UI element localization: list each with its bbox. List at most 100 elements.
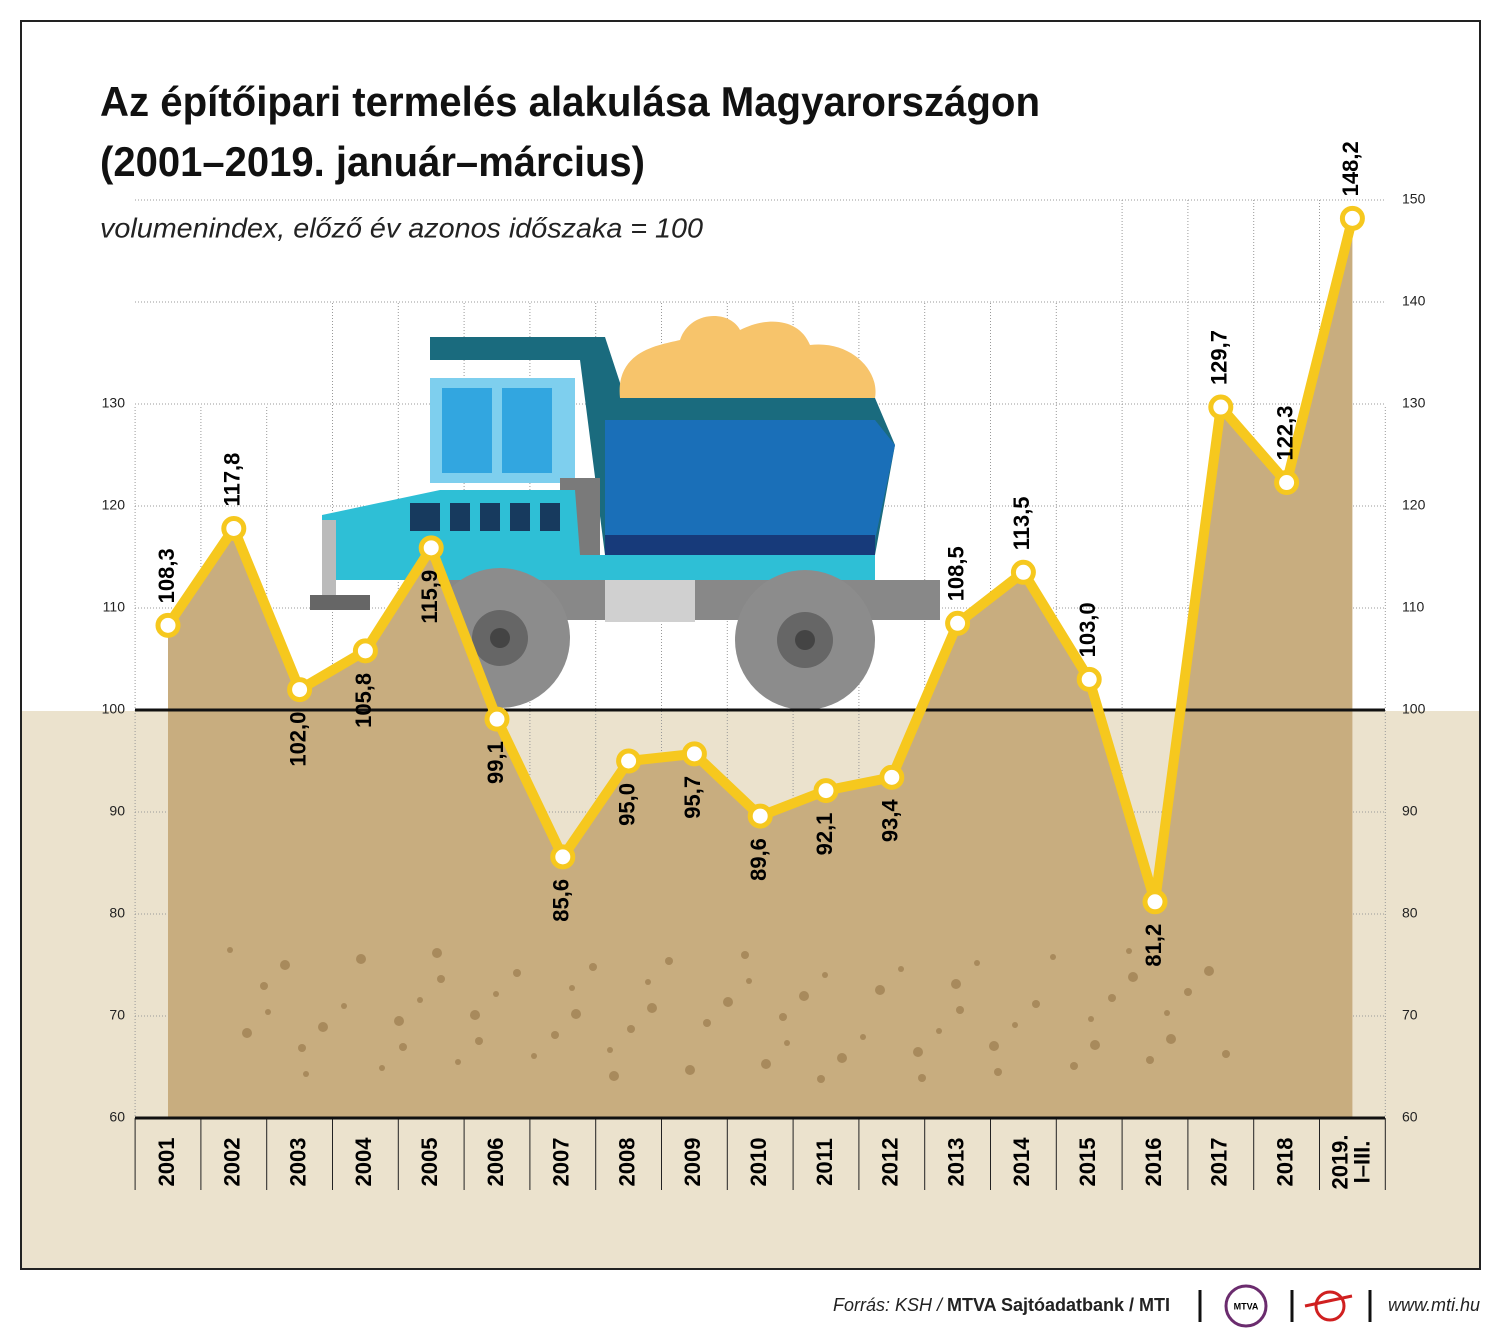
- x-tick-label: 2003: [285, 1138, 310, 1187]
- chart-title-line2: (2001–2019. január–március): [100, 138, 645, 185]
- x-tick-label: 2001: [154, 1138, 179, 1187]
- dirt-dot: [437, 975, 445, 983]
- point: [1208, 394, 1234, 420]
- y-tick-label: 110: [103, 599, 126, 615]
- value-label: 85,6: [549, 879, 574, 922]
- point: [945, 610, 971, 636]
- point: [1010, 559, 1036, 585]
- y2-tick-label: 150: [1402, 191, 1426, 207]
- dirt-dot: [645, 979, 651, 985]
- value-label: 89,6: [746, 838, 771, 881]
- value-label: 92,1: [812, 813, 837, 856]
- dirt-dot: [627, 1025, 635, 1033]
- dirt-dot: [784, 1040, 790, 1046]
- dirt-dot: [860, 1034, 866, 1040]
- y2-tick-label: 130: [1402, 395, 1426, 411]
- x-tick-label: 2013: [943, 1138, 968, 1187]
- dirt-dot: [647, 1003, 657, 1013]
- dirt-dot: [799, 991, 809, 1001]
- point: [418, 535, 444, 561]
- dirt-dot: [994, 1068, 1002, 1076]
- dirt-dot: [974, 960, 980, 966]
- dirt-dot: [1032, 1000, 1040, 1008]
- point: [813, 778, 839, 804]
- y2-tick-label: 110: [1402, 599, 1425, 615]
- x-tick-label: 2015: [1075, 1138, 1100, 1187]
- value-label: 148,2: [1338, 141, 1363, 196]
- y-tick-label: 90: [109, 803, 125, 819]
- dirt-dot: [1184, 988, 1192, 996]
- y2-tick-label: 100: [1402, 701, 1426, 717]
- dirt-dot: [399, 1043, 407, 1051]
- dirt-dot: [956, 1006, 964, 1014]
- dirt-dot: [417, 997, 423, 1003]
- dirt-dot: [394, 1016, 404, 1026]
- source: Forrás: KSH / MTVA Sajtóadatbank / MTI: [833, 1295, 1170, 1315]
- dirt-dot: [746, 978, 752, 984]
- dirt-dot: [1126, 948, 1132, 954]
- x-tick-label: 2011: [812, 1138, 837, 1186]
- dirt-dot: [531, 1053, 537, 1059]
- dirt-dot: [723, 997, 733, 1007]
- x-tick-label: 2005: [417, 1138, 442, 1187]
- dirt-dot: [242, 1028, 252, 1038]
- dirt-dot: [298, 1044, 306, 1052]
- y2-tick-label: 70: [1402, 1007, 1418, 1023]
- dirt-dot: [470, 1010, 480, 1020]
- value-label: 99,1: [483, 741, 508, 784]
- dirt-dot: [513, 969, 521, 977]
- x-tick-label: 2004: [351, 1137, 376, 1187]
- dirt-dot: [1166, 1034, 1176, 1044]
- frame: [20, 20, 1481, 1270]
- logo-mti: [1304, 1294, 1353, 1308]
- value-label: 108,3: [154, 548, 179, 603]
- dirt-dot: [989, 1041, 999, 1051]
- dirt-dot: [761, 1059, 771, 1069]
- x-tick-label: 2018: [1272, 1138, 1297, 1187]
- point: [879, 764, 905, 790]
- x-tick-label: 2009: [680, 1138, 705, 1187]
- dirt-dot: [875, 985, 885, 995]
- dirt-dot: [1070, 1062, 1078, 1070]
- point: [681, 741, 707, 767]
- y2-tick-label: 140: [1402, 293, 1426, 309]
- x-tick-label: 2008: [614, 1138, 639, 1187]
- dirt-dot: [817, 1075, 825, 1083]
- dirt-dot: [609, 1071, 619, 1081]
- source-text: Forrás: KSH /: [833, 1295, 947, 1315]
- dirt-dot: [260, 982, 268, 990]
- y-tick-label: 100: [102, 701, 126, 717]
- dirt-dot: [779, 1013, 787, 1021]
- dirt-dot: [837, 1053, 847, 1063]
- dirt-dot: [1222, 1050, 1230, 1058]
- x-tick-label: 2016: [1141, 1138, 1166, 1187]
- dirt-dot: [951, 979, 961, 989]
- x-tick-label: 2019.I–III.: [1327, 1134, 1374, 1189]
- dirt-dot: [356, 954, 366, 964]
- y2-tick-label: 90: [1402, 803, 1418, 819]
- dirt-dot: [475, 1037, 483, 1045]
- point: [747, 803, 773, 829]
- x-tick-label: 2002: [220, 1138, 245, 1187]
- dirt-dot: [1128, 972, 1138, 982]
- dirt-dot: [455, 1059, 461, 1065]
- x-tick-label: 2012: [878, 1138, 903, 1187]
- point: [484, 706, 510, 732]
- website: www.mti.hu: [1388, 1295, 1480, 1315]
- dirt-dot: [918, 1074, 926, 1082]
- dirt-dot: [303, 1071, 309, 1077]
- x-tick-label: 2010: [746, 1138, 771, 1187]
- value-label: 103,0: [1075, 602, 1100, 657]
- dirt-dot: [607, 1047, 613, 1053]
- chart-title: Az építőipari termelés alakulása Magyaro…: [100, 78, 1040, 125]
- y2-tick-label: 60: [1402, 1109, 1418, 1125]
- dirt-dot: [665, 957, 673, 965]
- dirt-dot: [685, 1065, 695, 1075]
- dirt-dot: [265, 1009, 271, 1015]
- dirt-dot: [703, 1019, 711, 1027]
- value-label: 93,4: [878, 799, 903, 843]
- dirt-dot: [1204, 966, 1214, 976]
- logo: [1224, 1284, 1268, 1328]
- dirt-dot: [551, 1031, 559, 1039]
- dirt-dot: [280, 960, 290, 970]
